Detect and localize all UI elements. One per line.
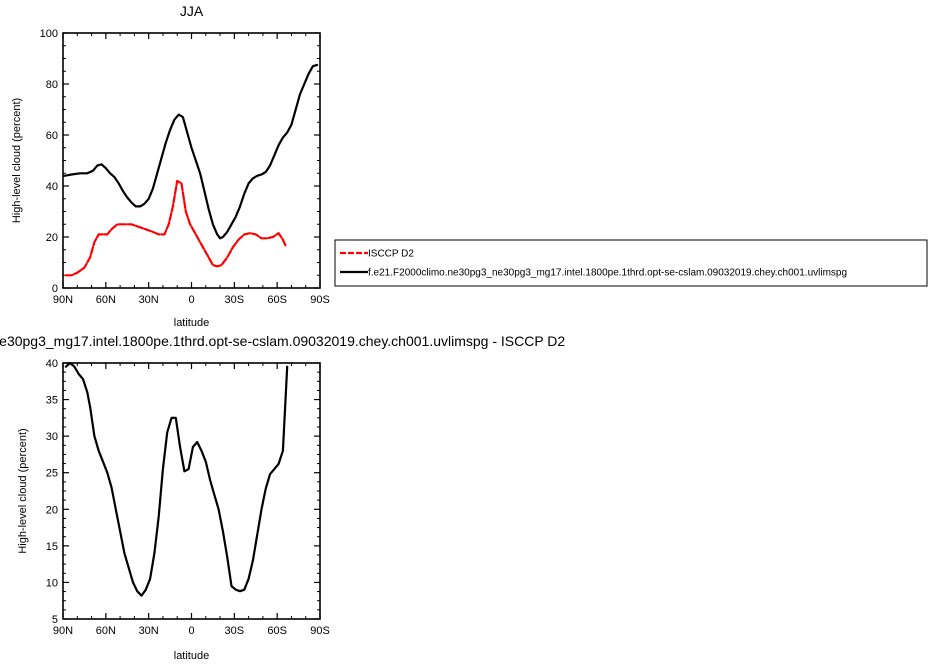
top-series-line-1: [63, 63, 319, 240]
top-y-tick-label: 100: [40, 28, 58, 40]
top-y-tick-label: 0: [52, 283, 58, 295]
bottom-x-tick-label: 0: [188, 625, 194, 637]
top-y-axis-label: High-level cloud (percent): [11, 98, 23, 223]
bottom-x-tick-label: 90N: [53, 625, 73, 637]
bottom-y-tick-label: 5: [52, 614, 58, 626]
top-y-tick-label: 60: [46, 130, 58, 142]
bottom-x-tick-label: 30N: [139, 625, 159, 637]
bottom-y-tick-label: 30: [46, 431, 58, 443]
bottom-x-tick-label: 90S: [310, 625, 330, 637]
legend-label-isccp: ISCCP D2: [368, 249, 414, 260]
bottom-y-tick-label: 10: [46, 577, 58, 589]
bottom-y-tick-label: 20: [46, 504, 58, 516]
bottom-x-tick-label: 60S: [267, 625, 287, 637]
top-plot-area: 90N 60N 30N 0 30S 60S 90S 0 20 40 60 80 100: [40, 28, 330, 306]
top-series-line-0: [64, 179, 287, 277]
legend-box: [334, 239, 928, 287]
bottom-y-tick-label: 35: [46, 395, 58, 407]
bottom-y-tick-label: 15: [46, 541, 58, 553]
top-x-tick-label: 30N: [139, 294, 159, 306]
top-chart-title: JJA: [180, 3, 204, 19]
top-x-tick-label: 0: [188, 294, 194, 306]
top-x-tick-label: 30S: [225, 294, 245, 306]
top-x-tick-label: 90S: [310, 294, 330, 306]
bottom-x-axis-label: latitude: [174, 650, 209, 662]
top-y-tick-label: 20: [46, 232, 58, 244]
top-x-tick-label: 60N: [96, 294, 116, 306]
bottom-plot-frame: [62, 362, 321, 620]
bottom-plot-area: 90N 60N 30N 0 30S 60S 90S 5 10 15 20 25 30 35 40: [46, 358, 330, 637]
bottom-chart-title: f.e21.F2000climo.ne30pg3_ne30pg3_mg17.in…: [0, 333, 565, 349]
legend-label-model: f.e21.F2000climo.ne30pg3_ne30pg3_mg17.in…: [368, 268, 847, 279]
bottom-y-axis-label: High-level cloud (percent): [17, 428, 29, 553]
top-y-tick-label: 80: [46, 79, 58, 91]
top-x-tick-label: 90N: [53, 294, 73, 306]
bottom-x-tick-label: 60N: [96, 625, 116, 637]
bottom-chart: f.e21.F2000climo.ne30pg3_ne30pg3_mg17.in…: [0, 333, 565, 662]
bottom-y-tick-label: 40: [46, 358, 58, 370]
top-y-tick-label: 40: [46, 181, 58, 193]
top-x-axis-label: latitude: [174, 317, 209, 329]
top-x-tick-label: 60S: [267, 294, 287, 306]
legend: ISCCP D2 f.e21.F2000climo.ne30pg3_ne30pg…: [334, 239, 928, 287]
bottom-x-tick-label: 30S: [225, 625, 245, 637]
top-plot-frame: [62, 32, 321, 289]
bottom-series-line-0: [64, 361, 289, 597]
bottom-y-tick-label: 25: [46, 468, 58, 480]
top-chart: JJA 90N 60N 30N 0 30S 60S 90S 0 20 40 60 80 100 lati…: [11, 3, 330, 329]
